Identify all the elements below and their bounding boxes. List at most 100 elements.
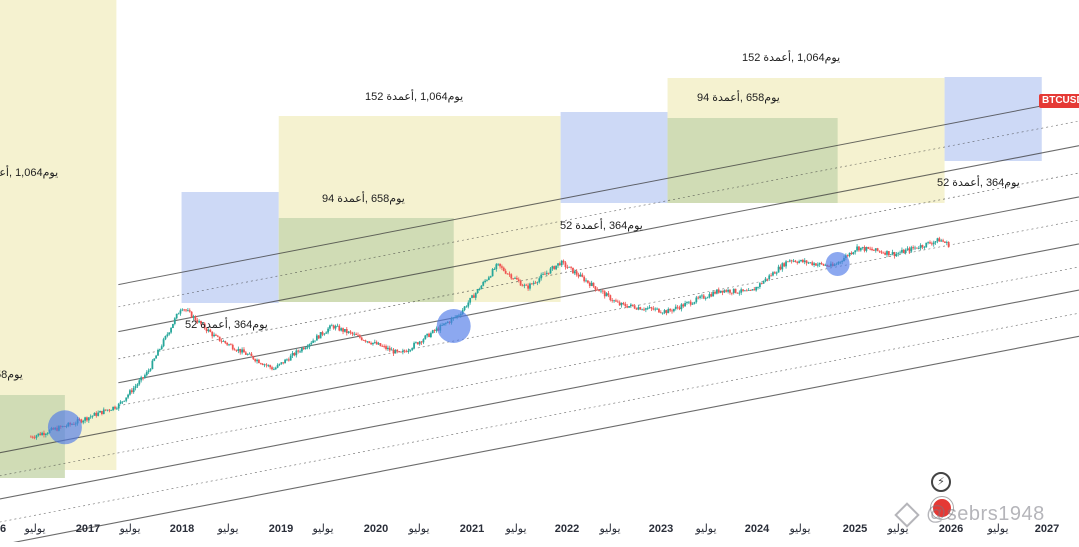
candle: [908, 246, 911, 254]
candle: [805, 260, 808, 266]
axis-year-label: 2021: [460, 523, 484, 535]
candle: [97, 410, 100, 417]
candle: [181, 308, 184, 312]
candle: [413, 341, 415, 350]
candle: [196, 317, 199, 325]
candle: [850, 251, 853, 255]
candle: [874, 248, 877, 253]
candle: [532, 280, 535, 286]
candle: [704, 296, 707, 301]
candle: [904, 248, 907, 255]
candle: [301, 347, 303, 354]
candle: [674, 304, 677, 311]
bell-icon[interactable]: [931, 497, 953, 519]
candle: [760, 282, 763, 285]
candle: [725, 289, 728, 293]
candle: [33, 435, 36, 440]
candle: [914, 245, 916, 251]
candle: [773, 271, 776, 274]
candle: [280, 362, 283, 365]
candle: [304, 346, 307, 350]
candle: [667, 307, 670, 314]
candle: [383, 344, 386, 349]
annotation-bear-2026: 52 يوم364 ,أعمدة: [937, 175, 1020, 189]
candle: [596, 287, 599, 291]
candle: [192, 314, 195, 321]
candle: [355, 332, 358, 336]
candle: [788, 259, 791, 263]
candle: [411, 347, 414, 352]
candle: [618, 300, 621, 306]
candle: [106, 409, 109, 412]
candle: [654, 307, 657, 312]
candle: [663, 308, 666, 315]
candle: [237, 346, 240, 354]
candle: [794, 259, 797, 263]
candle: [114, 405, 116, 410]
candle: [117, 402, 120, 411]
candle: [710, 292, 713, 298]
candle: [37, 433, 40, 437]
candle: [538, 276, 541, 284]
candle: [590, 280, 593, 287]
candle: [678, 305, 681, 311]
candle: [626, 303, 629, 309]
candle: [540, 272, 543, 281]
candle: [392, 348, 395, 357]
candle: [628, 306, 630, 309]
candle: [856, 244, 858, 252]
candle: [415, 341, 417, 344]
candle: [714, 290, 716, 295]
candle: [807, 261, 810, 264]
candle: [764, 276, 767, 283]
candle: [929, 240, 931, 245]
candle: [635, 307, 638, 310]
candle: [854, 250, 857, 255]
candle: [119, 400, 122, 405]
candle: [429, 331, 432, 339]
axis-year-label: 2018: [170, 523, 194, 535]
axis-month-label: يوليو: [311, 523, 333, 535]
candle: [194, 315, 197, 321]
candle: [715, 289, 718, 295]
candle: [491, 268, 494, 277]
candle: [506, 273, 509, 275]
zone-cycle-0: [0, 0, 117, 470]
candle: [183, 308, 186, 312]
candle: [463, 305, 466, 312]
candle: [400, 351, 402, 353]
candle: [919, 243, 922, 251]
candle: [185, 308, 187, 313]
candle: [564, 261, 567, 270]
candle: [486, 279, 488, 282]
candle: [435, 326, 438, 333]
candle: [779, 264, 782, 271]
candle: [289, 353, 292, 361]
candle: [542, 272, 544, 276]
candle: [656, 307, 658, 310]
annotation-cycle-2016: 152 يوم1,064 ,أعمدة: [0, 165, 58, 179]
candle: [732, 288, 735, 295]
ticker-badge[interactable]: BTCUSD: [1039, 94, 1079, 108]
candle: [282, 362, 285, 365]
candle: [349, 330, 352, 335]
candle: [428, 332, 430, 338]
candle: [495, 263, 498, 272]
axis-year-label: 2027: [1035, 523, 1059, 535]
candle: [560, 259, 563, 268]
candle: [502, 266, 505, 272]
channel-line-10: [118, 98, 1079, 286]
candle: [661, 312, 664, 315]
candle: [228, 343, 230, 347]
flash-icon[interactable]: ⚡: [931, 472, 951, 492]
candle: [123, 400, 126, 402]
candle: [302, 346, 305, 351]
candle: [323, 333, 326, 336]
candle: [747, 287, 750, 291]
axis-month-label: يوليو: [788, 523, 810, 535]
candle: [80, 418, 83, 424]
candle: [712, 290, 715, 297]
axis-year-label: 2024: [745, 523, 770, 535]
